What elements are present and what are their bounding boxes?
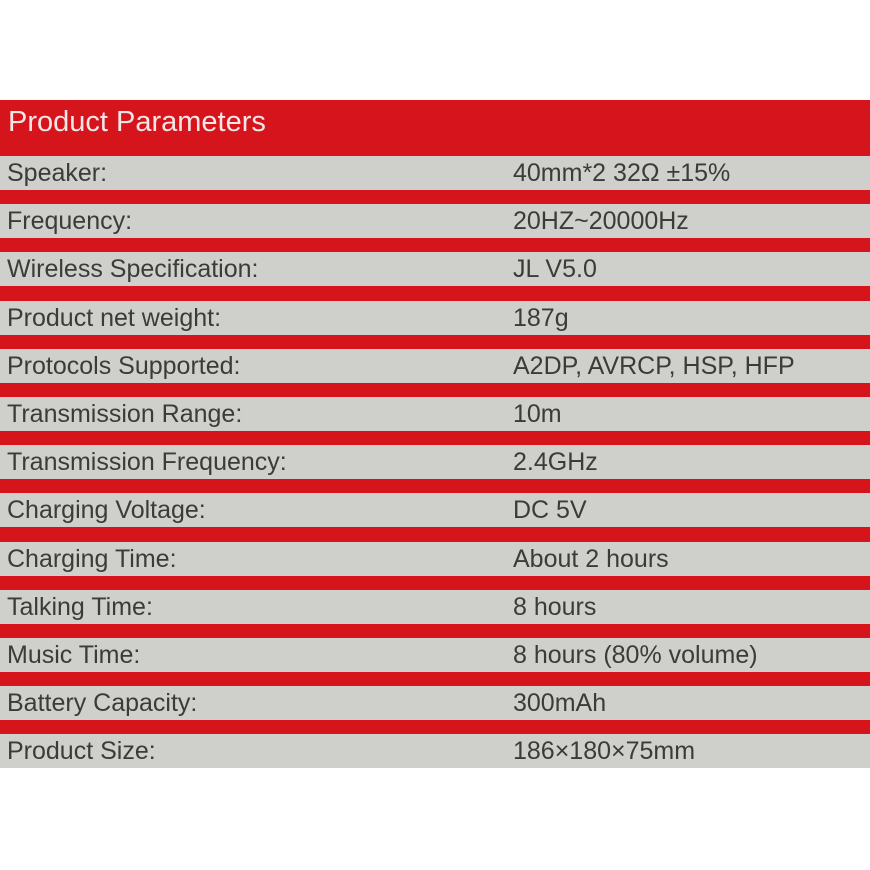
parameter-label: Talking Time: [7, 592, 153, 621]
table-title: Product Parameters [8, 106, 266, 138]
table-row: Speaker: 40mm*2 32Ω ±15% [0, 156, 870, 190]
table-row: Protocols Supported: A2DP, AVRCP, HSP, HF… [0, 348, 870, 383]
parameter-value: 187g [513, 303, 569, 332]
parameter-label: Protocols Supported: [7, 351, 241, 380]
parameter-label: Speaker: [7, 159, 108, 187]
table-row: Charging Time: About 2 hours [0, 541, 870, 576]
parameter-value: 300mAh [513, 689, 607, 718]
parameter-label: Product Size: [7, 737, 156, 766]
table-row: Charging Voltage: DC 5V [0, 493, 870, 528]
parameter-value: JL V5.0 [513, 255, 597, 284]
parameter-value: 8 hours [513, 592, 597, 621]
table-row: Transmission Frequency: 2.4GHz [0, 445, 870, 480]
parameter-value: 2.4GHz [513, 448, 598, 477]
table-row: Wireless Specification: JL V5.0 [0, 252, 870, 287]
parameter-label: Product net weight: [7, 303, 222, 332]
parameter-label: Charging Voltage: [7, 496, 206, 525]
table-row: Product net weight: 187g [0, 300, 870, 335]
parameter-label: Transmission Range: [7, 399, 243, 428]
parameter-value: DC 5V [513, 496, 587, 525]
parameter-value: 40mm*2 32Ω ±15% [513, 159, 731, 187]
parameter-value: 20HZ~20000Hz [513, 207, 689, 236]
parameter-label: Music Time: [7, 640, 141, 669]
table-row: Talking Time: 8 hours [0, 589, 870, 624]
parameter-label: Transmission Frequency: [7, 448, 287, 477]
parameter-label: Charging Time: [7, 544, 177, 573]
parameter-value: About 2 hours [513, 544, 669, 573]
table-body: Speaker: 40mm*2 32Ω ±15% Frequency: 20HZ~20… [0, 156, 870, 769]
table-row: Transmission Range: 10m [0, 396, 870, 431]
table-row: Product Size: 186×180×75mm [0, 734, 870, 769]
product-parameters-table: Product Parameters Speaker: 40mm*2 32Ω ±1… [0, 100, 870, 769]
parameter-value: 10m [513, 399, 562, 428]
parameter-value: 186×180×75mm [513, 737, 696, 766]
parameter-label: Battery Capacity: [7, 689, 198, 718]
parameter-value: A2DP, AVRCP, HSP, HFP [513, 351, 795, 380]
table-row: Frequency: 20HZ~20000Hz [0, 204, 870, 239]
parameter-label: Frequency: [7, 207, 133, 236]
parameter-value: 8 hours (80% volume) [513, 640, 758, 669]
table-row: Battery Capacity: 300mAh [0, 686, 870, 721]
parameter-label: Wireless Specification: [7, 255, 259, 284]
table-row: Music Time: 8 hours (80% volume) [0, 637, 870, 672]
